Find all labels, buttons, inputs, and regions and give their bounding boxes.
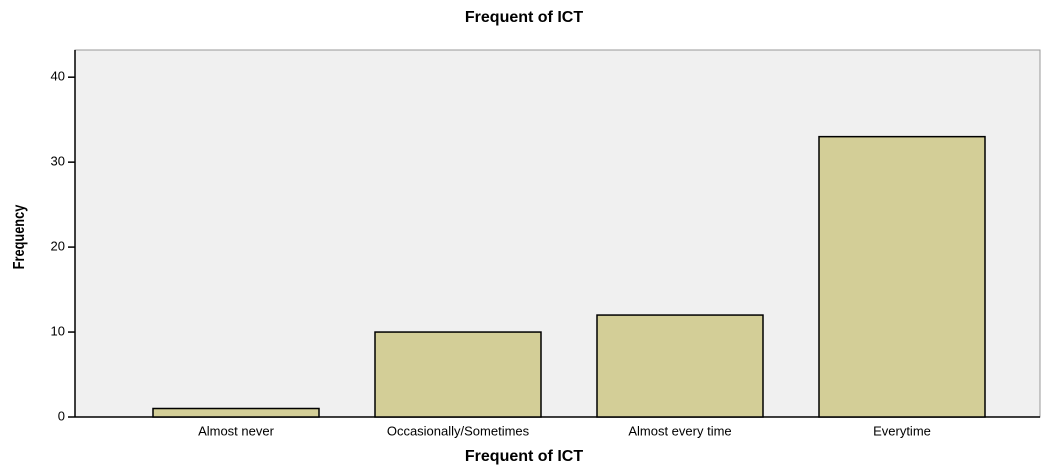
x-tick-label: Almost never <box>198 423 275 438</box>
bar <box>152 407 320 418</box>
y-tick-label: 10 <box>51 323 65 338</box>
chart-title: Frequent of ICT <box>465 9 583 26</box>
bar <box>818 135 986 418</box>
y-tick-label: 0 <box>58 408 65 423</box>
x-tick-label: Almost every time <box>628 423 731 438</box>
bar <box>596 314 764 418</box>
y-tick-label: 30 <box>51 154 65 169</box>
x-tick-label: Everytime <box>873 423 931 438</box>
y-tick-label: 40 <box>51 69 65 84</box>
x-axis-title: Frequent of ICT <box>465 448 583 465</box>
y-tick-label: 20 <box>51 239 65 254</box>
bar <box>374 331 542 418</box>
y-axis-title: Frequency <box>11 205 29 270</box>
x-tick-label: Occasionally/Sometimes <box>387 423 530 438</box>
